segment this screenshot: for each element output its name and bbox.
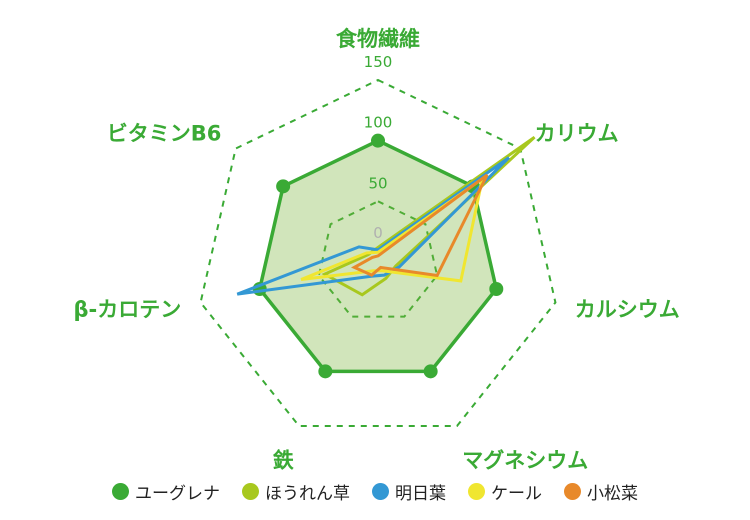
legend-label: ユーグレナ	[135, 483, 220, 504]
legend-label: 明日葉	[395, 483, 446, 504]
axis-label-6: ビタミンB6	[107, 121, 222, 145]
data-point	[371, 133, 385, 148]
tick-label-150: 150	[364, 53, 393, 71]
legend-item: ほうれん草	[242, 479, 350, 504]
tick-labels: 0 50 100 150	[364, 53, 393, 242]
grid-ring-150	[199, 78, 557, 427]
tick-label-0: 0	[373, 224, 383, 242]
data-point	[318, 364, 333, 379]
data-point	[489, 281, 504, 296]
grid	[199, 78, 557, 427]
legend-item: 明日葉	[372, 479, 446, 504]
legend-item: ユーグレナ	[112, 479, 220, 504]
data-point	[276, 179, 291, 194]
series-line-4	[350, 173, 489, 278]
tick-label-100: 100	[364, 114, 393, 132]
legend-item: ケール	[468, 479, 542, 504]
legend-item: 小松菜	[564, 479, 638, 504]
series-line-1	[321, 135, 536, 297]
legend-label: ほうれん草	[265, 483, 350, 504]
axis-label-1: カリウム	[535, 121, 619, 145]
axis-label-5: β-カロテン	[73, 297, 181, 321]
axis-label-3: マグネシウム	[462, 448, 588, 472]
axis-label-4: 鉄	[273, 448, 294, 472]
tick-label-50: 50	[368, 174, 387, 192]
legend-swatch	[372, 482, 389, 500]
legend-label: 小松菜	[587, 483, 638, 504]
data-point	[423, 364, 438, 379]
legend: ユーグレナ ほうれん草 明日葉 ケール 小松菜	[0, 478, 750, 504]
series-line-2	[236, 156, 510, 296]
legend-swatch	[468, 482, 485, 500]
legend-swatch	[112, 482, 129, 500]
grid-ring-50	[317, 200, 439, 318]
legend-swatch	[242, 482, 259, 500]
legend-label: ケール	[491, 483, 542, 504]
series-layer	[236, 133, 536, 379]
legend-swatch	[564, 482, 581, 500]
axis-label-0: 食物繊維	[336, 27, 420, 51]
axis-label-2: カルシウム	[575, 297, 680, 321]
